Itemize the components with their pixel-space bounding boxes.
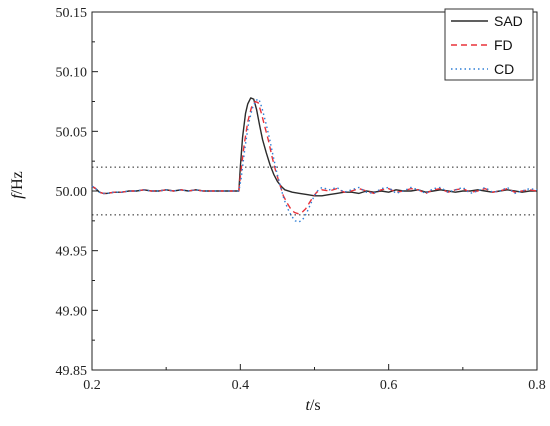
- x-tick-label: 0.8: [528, 378, 546, 393]
- series-layer: [91, 97, 538, 223]
- y-tick-label: 50.05: [56, 125, 88, 140]
- x-tick-label: 0.6: [380, 378, 398, 393]
- y-tick-label: 50.00: [56, 185, 88, 200]
- legend-label-sad: SAD: [494, 13, 523, 29]
- legend-label-cd: CD: [494, 61, 514, 77]
- y-tick-label: 49.85: [56, 364, 88, 379]
- y-tick-label: 50.15: [56, 6, 88, 21]
- x-axis-title-symbol: t: [305, 397, 310, 414]
- legend: SAD FD CD: [444, 8, 534, 81]
- legend-label-fd: FD: [494, 37, 513, 53]
- y-axis-title-unit: /Hz: [9, 171, 26, 194]
- y-tick-label: 49.95: [56, 245, 88, 260]
- x-tick-label: 0.4: [232, 378, 250, 393]
- x-axis: 0.2 0.4 0.6 0.8: [83, 364, 546, 393]
- y-tick-label: 50.10: [56, 66, 88, 81]
- y-axis: 49.85 49.90 49.95 50.00 50.05 50.10 50.15: [56, 6, 98, 379]
- series-line-sad: [91, 97, 537, 197]
- series-line-cd: [91, 98, 538, 223]
- x-axis-title-unit: /s: [310, 397, 321, 414]
- series-line-fd: [91, 100, 538, 215]
- y-axis-title: f/Hz: [9, 171, 26, 199]
- y-axis-title-symbol: f: [9, 192, 26, 199]
- x-tick-label: 0.2: [83, 378, 101, 393]
- x-axis-title: t/s: [305, 397, 320, 414]
- y-tick-label: 49.90: [56, 304, 88, 319]
